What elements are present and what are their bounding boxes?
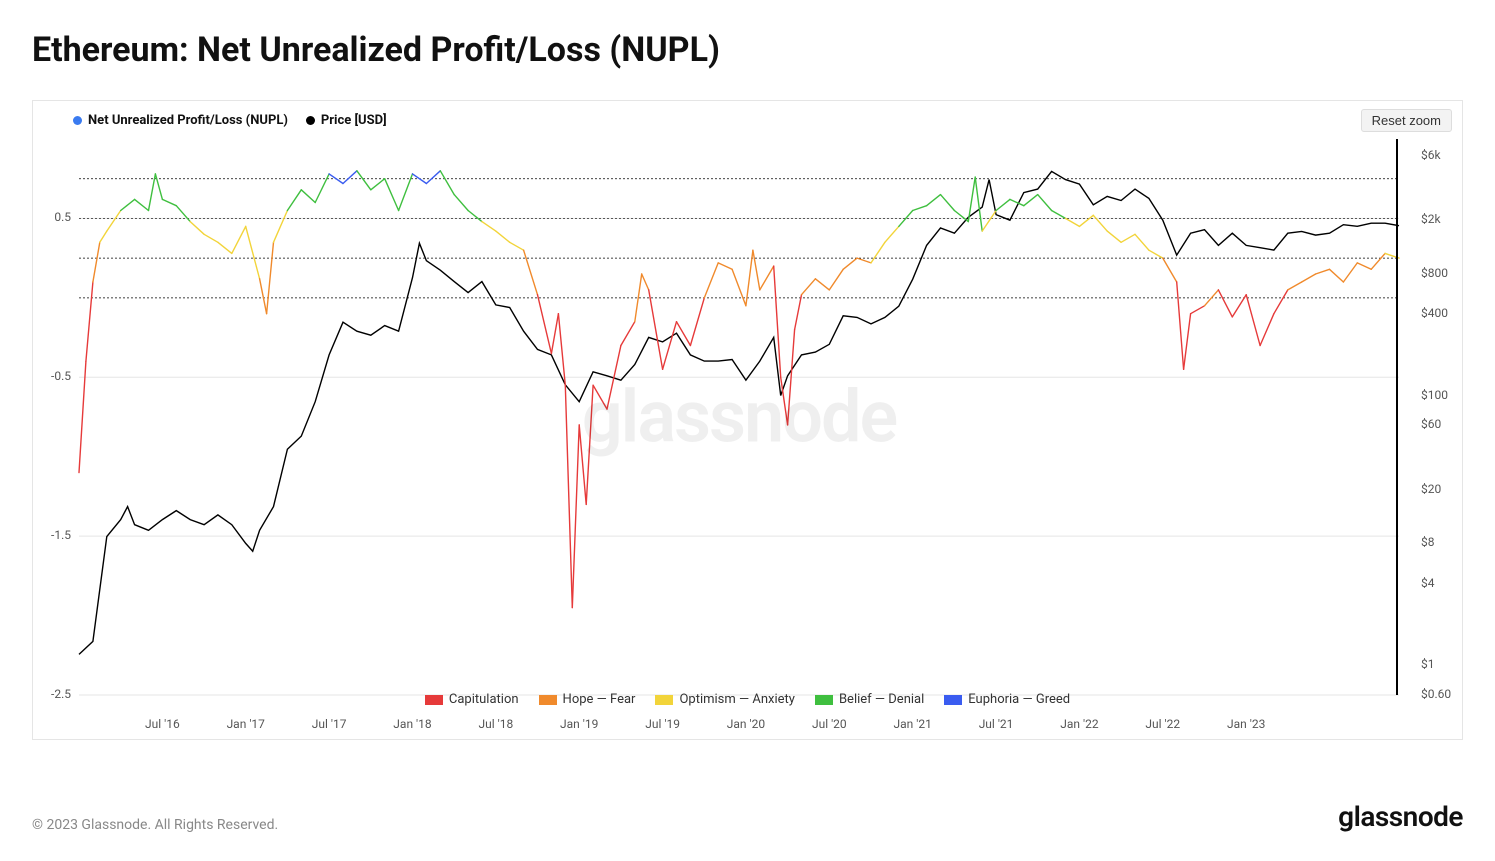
y-right-tick-label: $20 [1421, 482, 1441, 496]
y-left-tick-label: -1.5 [31, 528, 71, 542]
right-axis-bar [1396, 139, 1398, 695]
x-tick-label: Jan '21 [894, 717, 932, 731]
footer: © 2023 Glassnode. All Rights Reserved. g… [32, 800, 1463, 833]
legend-bottom: Capitulation Hope — Fear Optimism — Anxiet… [33, 692, 1462, 707]
y-right-tick-label: $2k [1421, 212, 1441, 226]
page-title: Ethereum: Net Unrealized Profit/Loss (NU… [0, 0, 1495, 70]
y-right-tick-label: $400 [1421, 306, 1448, 320]
x-tick-label: Jul '20 [812, 717, 847, 731]
x-tick-label: Jul '22 [1145, 717, 1180, 731]
legend-bottom-item[interactable]: Capitulation [425, 692, 519, 707]
legend-bottom-item[interactable]: Belief — Denial [815, 692, 924, 707]
nupl-line [79, 139, 1399, 695]
legend-top-item[interactable]: Price [USD] [306, 113, 387, 128]
x-tick-label: Jan '18 [393, 717, 431, 731]
y-right-tick-label: $1 [1421, 657, 1435, 671]
y-left-tick-label: 0.5 [31, 210, 71, 224]
y-right-tick-label: $4 [1421, 576, 1435, 590]
y-right-tick-label: $8 [1421, 535, 1435, 549]
x-tick-label: Jul '21 [979, 717, 1014, 731]
x-tick-label: Jan '17 [227, 717, 265, 731]
x-tick-label: Jan '22 [1060, 717, 1098, 731]
legend-bottom-item[interactable]: Hope — Fear [539, 692, 636, 707]
x-tick-label: Jul '19 [645, 717, 680, 731]
x-tick-label: Jan '19 [560, 717, 598, 731]
y-right-tick-label: $6k [1421, 148, 1441, 162]
x-tick-label: Jan '23 [1227, 717, 1265, 731]
legend-bottom-item[interactable]: Optimism — Anxiety [655, 692, 795, 707]
y-right-tick-label: $60 [1421, 417, 1441, 431]
copyright-text: © 2023 Glassnode. All Rights Reserved. [32, 817, 278, 833]
legend-bottom-item[interactable]: Euphoria — Greed [944, 692, 1070, 707]
y-left-tick-label: -0.5 [31, 369, 71, 383]
chart-container: Reset zoom Net Unrealized Profit/Loss (N… [32, 100, 1463, 740]
legend-top: Net Unrealized Profit/Loss (NUPL) Price [… [73, 113, 387, 128]
chart-plot-area[interactable]: glassnode [79, 139, 1399, 695]
brand-logo: glassnode [1338, 800, 1463, 833]
x-tick-label: Jul '17 [312, 717, 347, 731]
reset-zoom-button[interactable]: Reset zoom [1361, 109, 1452, 132]
legend-top-item[interactable]: Net Unrealized Profit/Loss (NUPL) [73, 113, 288, 128]
x-tick-label: Jul '18 [478, 717, 513, 731]
x-tick-label: Jul '16 [145, 717, 180, 731]
x-tick-label: Jan '20 [727, 717, 765, 731]
y-right-tick-label: $800 [1421, 266, 1448, 280]
y-right-tick-label: $100 [1421, 388, 1448, 402]
